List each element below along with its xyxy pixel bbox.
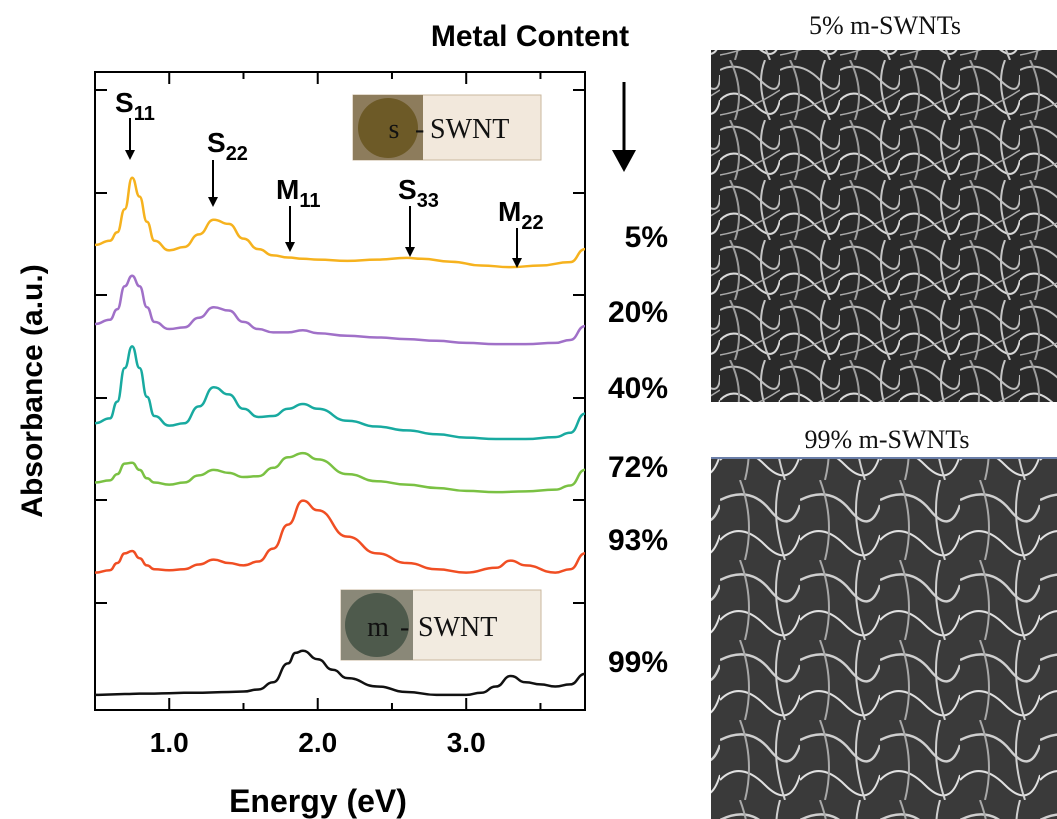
series-line-99pct (94, 649, 586, 697)
inset-m-dash: - (400, 612, 409, 643)
peak-label: S22 (207, 127, 248, 165)
inset-s-label: SWNT (430, 114, 509, 145)
peak-label: S33 (398, 174, 439, 212)
series-line-20pct (94, 274, 586, 346)
x-tick-label: 1.0 (150, 727, 189, 758)
x-ticks: 1.0 2.0 3.0 (94, 72, 542, 758)
x-tick-label: 2.0 (298, 727, 337, 758)
x-axis-label: Energy (eV) (229, 783, 407, 819)
series-label: 40% (608, 372, 668, 405)
peak-arrowhead-icon (125, 150, 135, 160)
series-label: 5% (625, 221, 668, 254)
series-line-5pct (94, 176, 586, 269)
peak-label: M11 (276, 174, 320, 212)
micrograph-99-image (711, 458, 1057, 819)
m-swnt-disk (345, 593, 409, 657)
inset-s-swnt: s - SWNT (352, 94, 542, 161)
inset-m-prefix: m (367, 612, 389, 643)
inset-s-prefix: s (389, 114, 400, 145)
series-line-93pct (94, 499, 586, 574)
series-line-72pct (94, 451, 586, 494)
peak-labels: S11 S22 M11 S33 M22 (115, 87, 544, 268)
down-arrow-icon (612, 82, 636, 172)
spectra-curves (94, 176, 586, 697)
series-label: 72% (608, 451, 668, 484)
series-line-40pct (94, 345, 586, 441)
x-tick-label: 3.0 (447, 727, 486, 758)
peak-label: M22 (498, 196, 544, 234)
series-label: 99% (608, 646, 668, 679)
peak-arrowhead-icon (405, 247, 415, 257)
series-labels: 5% 20% 40% 72% 93% 99% (608, 221, 668, 679)
peak-arrowhead-icon (512, 258, 522, 268)
series-label: 20% (608, 296, 668, 329)
inset-m-label: SWNT (418, 612, 497, 643)
peak-label: S11 (115, 87, 155, 125)
micrograph-5-image (711, 50, 1057, 402)
y-ticks (95, 89, 585, 604)
y-axis-label: Absorbance (a.u.) (16, 264, 49, 517)
inset-m-swnt: m - SWNT (340, 589, 542, 661)
inset-s-dash: - (415, 114, 424, 145)
peak-arrowhead-icon (208, 197, 218, 207)
micrograph-99-title: 99% m-SWNTs (804, 425, 969, 454)
s-swnt-disk (358, 98, 418, 158)
series-label: 93% (608, 524, 668, 557)
plot-frame (94, 71, 586, 711)
chart-title: Metal Content (431, 20, 629, 53)
micrograph-5-title: 5% m-SWNTs (809, 11, 961, 40)
peak-arrowhead-icon (285, 242, 295, 252)
